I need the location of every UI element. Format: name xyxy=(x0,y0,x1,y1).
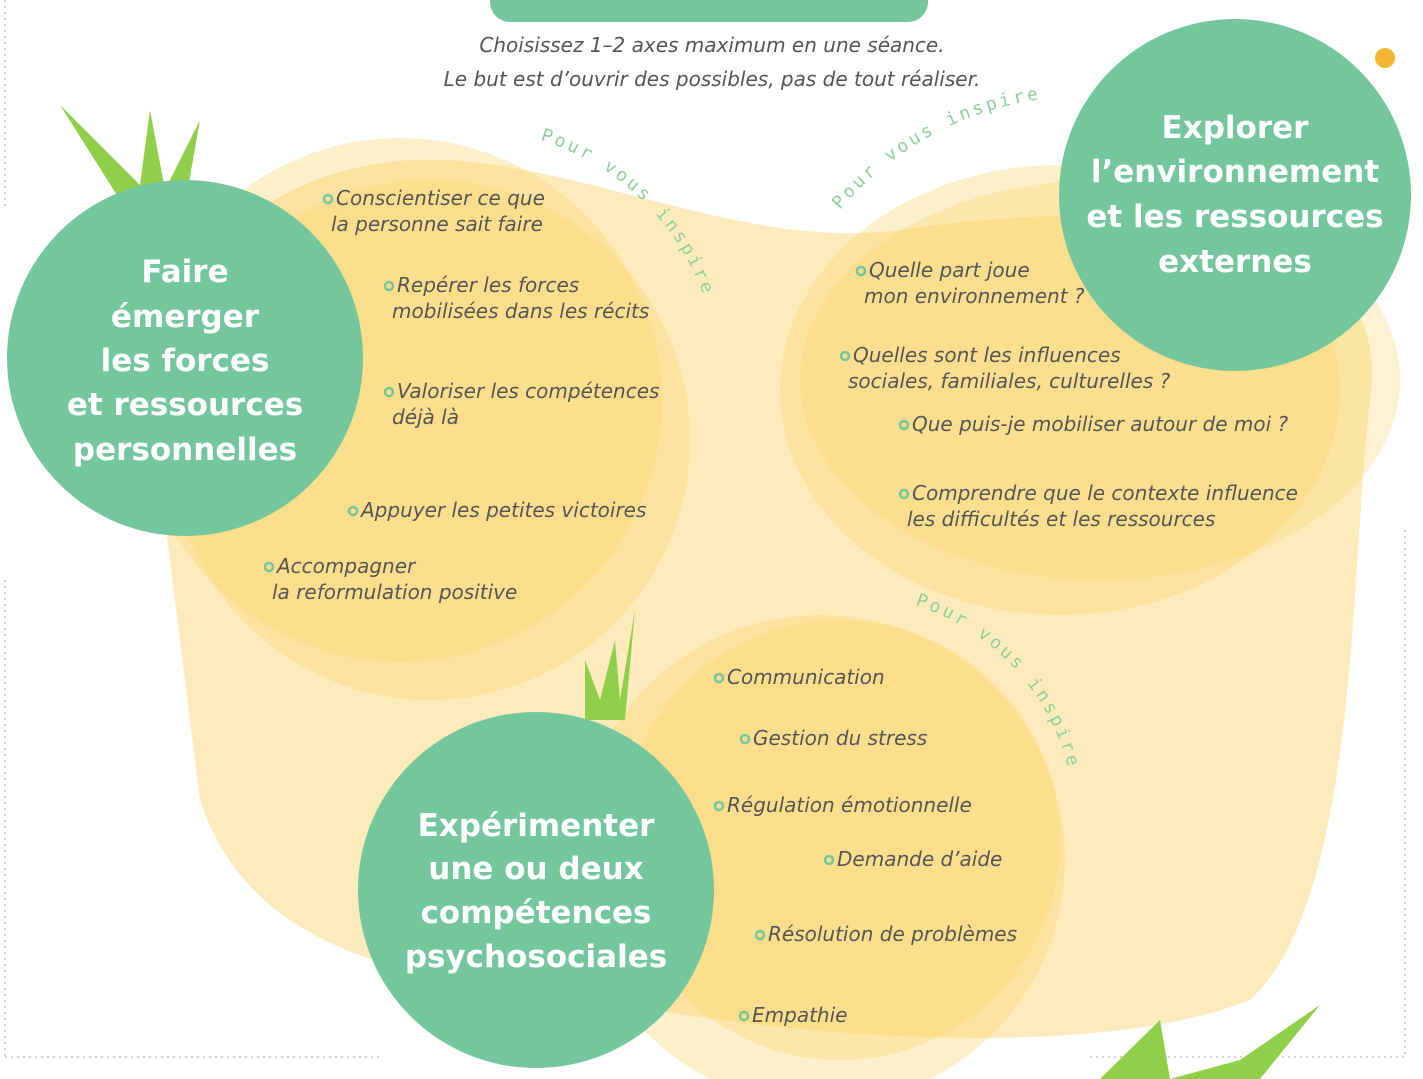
intro-line: Le but est d’ouvrir des possibles, pas d… xyxy=(444,67,981,91)
item: Appuyer les petites victoires xyxy=(359,498,646,522)
axis-title: une ou deux xyxy=(428,851,643,887)
item: Quelle part joue xyxy=(869,258,1030,282)
item: Comprendre que le contexte influence xyxy=(912,481,1298,505)
item: Gestion du stress xyxy=(753,726,927,750)
item: Empathie xyxy=(752,1003,847,1027)
axis-title: personnelles xyxy=(73,432,297,468)
item: la personne sait faire xyxy=(331,212,543,236)
item: Régulation émotionnelle xyxy=(727,793,972,817)
axis-title: externes xyxy=(1158,244,1312,280)
axis-title: compétences xyxy=(421,895,652,931)
axis-title: psychosociales xyxy=(405,939,667,975)
item: Quelles sont les influences xyxy=(853,343,1121,367)
item: déjà là xyxy=(392,405,459,429)
axis-title: et ressources xyxy=(67,387,303,423)
axis-title: les forces xyxy=(101,343,270,379)
item: sociales, familiales, culturelles ? xyxy=(848,369,1171,393)
diagram: Choisissez 1–2 axes maximum en une séanc… xyxy=(0,0,1423,1079)
item: Résolution de problèmes xyxy=(768,922,1017,946)
banner xyxy=(490,0,928,22)
axis-title: émerger xyxy=(111,299,260,335)
item: Que puis-je mobiliser autour de moi ? xyxy=(912,412,1289,436)
axis-title: Explorer xyxy=(1162,110,1310,146)
item: Valoriser les compétences xyxy=(397,379,659,403)
item: mon environnement ? xyxy=(864,284,1085,308)
item: Conscientiser ce que xyxy=(336,186,545,210)
flower xyxy=(1375,48,1395,68)
axis-title: Expérimenter xyxy=(418,808,656,844)
intro-line: Choisissez 1–2 axes maximum en une séanc… xyxy=(479,33,944,57)
item: les difficultés et les ressources xyxy=(907,507,1215,531)
item: Demande d’aide xyxy=(837,847,1002,871)
item: la reformulation positive xyxy=(272,580,517,604)
axis-title: l’environnement xyxy=(1091,154,1379,190)
item: Repérer les forces xyxy=(397,273,579,297)
axis-title: et les ressources xyxy=(1086,199,1383,235)
item: mobilisées dans les récits xyxy=(392,299,649,323)
item: Communication xyxy=(727,665,885,689)
axis-title: Faire xyxy=(141,254,228,290)
item: Accompagner xyxy=(275,554,417,578)
